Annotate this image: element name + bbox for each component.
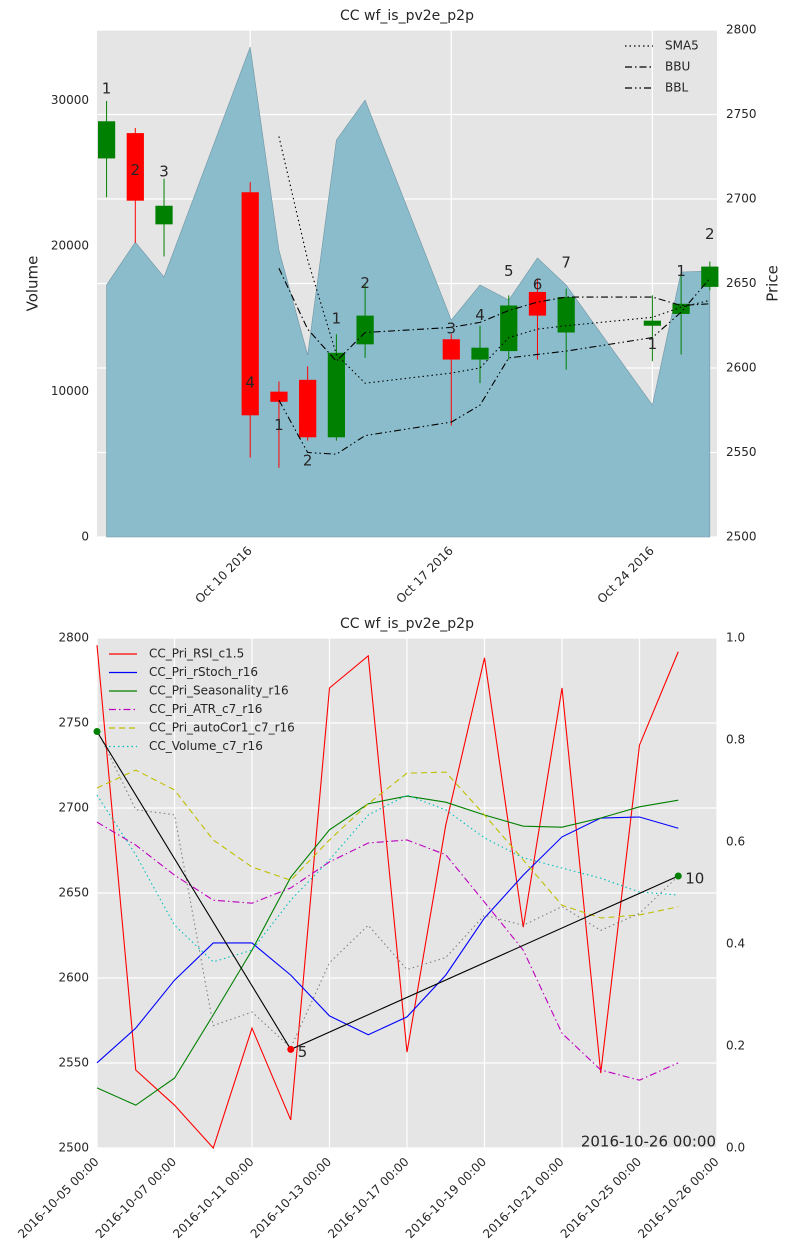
- candle-body: [299, 379, 317, 438]
- x-tick-label: 2016-10-07 00:00: [93, 1155, 179, 1241]
- chart-title: CC wf_is_pv2e_p2p: [340, 8, 474, 24]
- annotation: 1: [102, 80, 112, 98]
- x-tick-label: 2016-10-05 00:00: [15, 1155, 101, 1241]
- annotation: 2: [360, 274, 370, 292]
- series-line: [96, 795, 679, 1106]
- series-line: [278, 268, 710, 363]
- annotation: 6: [533, 276, 543, 294]
- point-marker: [93, 728, 101, 735]
- y2-tick-label: 0.6: [726, 835, 745, 849]
- x-tick-label: 2016-10-17 00:00: [325, 1155, 411, 1241]
- x-tick-label: Oct 24 2016: [595, 544, 657, 606]
- annotation: 2: [131, 161, 141, 179]
- y2-tick-label: 2750: [726, 107, 757, 121]
- candle-body: [701, 266, 719, 287]
- series-line: [96, 645, 679, 1150]
- legend-label: CC_Pri_autoCor1_c7_r16: [149, 721, 295, 735]
- annotation: 1: [648, 335, 658, 353]
- x-tick-label: 2016-10-26 00:00: [635, 1155, 721, 1241]
- legend-label: BBU: [665, 60, 690, 74]
- y-tick-label: 2600: [58, 971, 89, 985]
- y2-tick-label: 2550: [726, 445, 757, 459]
- candle-body: [471, 347, 489, 360]
- y2-tick-label: 2650: [726, 276, 757, 290]
- candle-body: [528, 291, 547, 316]
- series-line: [96, 821, 679, 1081]
- candle-body: [155, 205, 173, 225]
- chart-title: CC wf_is_pv2e_p2p: [340, 616, 474, 632]
- y-tick-label: 2500: [58, 1141, 89, 1155]
- candle-body: [500, 305, 518, 352]
- annotation: 2: [705, 225, 715, 243]
- y-tick-label: 2750: [58, 716, 89, 730]
- x-tick-label: Oct 10 2016: [192, 544, 254, 606]
- plot: [97, 29, 719, 538]
- annotation: 7: [561, 254, 571, 272]
- point-marker: [674, 872, 682, 880]
- candle-body: [126, 133, 144, 201]
- y2-tick-label: 1.0: [726, 631, 745, 645]
- legend-label: BBL: [665, 81, 688, 95]
- y2-tick-label: 2600: [726, 361, 757, 375]
- series-line: [96, 769, 679, 919]
- series-line: [96, 816, 679, 1064]
- legend-label: CC_Pri_ATR_c7_r16: [149, 702, 262, 716]
- candle-body: [557, 297, 575, 333]
- y-tick-label: 20000: [51, 239, 89, 253]
- candle-body: [643, 320, 661, 326]
- y2-axis-label: Price: [764, 265, 782, 302]
- annotation: 4: [475, 306, 485, 324]
- legend-label: SMA5: [665, 39, 699, 53]
- corner-text: 2016-10-26 00:00: [581, 1133, 716, 1151]
- legend-label: CC_Pri_Seasonality_r16: [149, 684, 289, 698]
- y-tick-label: 2800: [58, 631, 89, 645]
- candle-body: [356, 315, 374, 345]
- annotation: 3: [447, 320, 457, 338]
- candle-body: [241, 192, 259, 416]
- y-axis-label: Volume: [24, 256, 42, 312]
- x-tick-label: 2016-10-13 00:00: [248, 1155, 334, 1241]
- candle-body: [270, 391, 288, 402]
- candle-body: [442, 339, 460, 360]
- series-line: [96, 729, 679, 1049]
- annotation: 5: [504, 262, 514, 280]
- legend-label: CC_Pri_rStoch_r16: [149, 665, 258, 679]
- candle-body: [327, 352, 345, 438]
- x-tick-label: Oct 17 2016: [394, 544, 456, 606]
- y2-tick-label: 0.4: [726, 937, 745, 951]
- annotation: 4: [245, 374, 255, 392]
- annotation: 1: [274, 416, 284, 434]
- x-tick-label: 2016-10-21 00:00: [480, 1155, 566, 1241]
- y2-tick-label: 0.8: [726, 733, 745, 747]
- y2-tick-label: 0.2: [726, 1039, 745, 1053]
- annotation: 2: [303, 451, 313, 469]
- y2-tick-label: 2800: [726, 23, 757, 37]
- annotation: 1: [676, 262, 686, 280]
- x-tick-label: 2016-10-19 00:00: [403, 1155, 489, 1241]
- y2-tick-label: 0.0: [726, 1141, 745, 1155]
- y-tick-label: 2700: [58, 801, 89, 815]
- x-tick-label: 2016-10-11 00:00: [170, 1155, 256, 1241]
- legend-label: CC_Volume_c7_r16: [149, 739, 263, 753]
- annotation: 1: [332, 309, 342, 327]
- legend-label: CC_Pri_RSI_c1.5: [149, 647, 244, 661]
- y-tick-label: 0: [81, 530, 89, 544]
- series-line: [278, 278, 711, 455]
- annotation: 10: [685, 870, 704, 888]
- y2-tick-label: 2700: [726, 192, 757, 206]
- y-tick-label: 10000: [51, 384, 89, 398]
- annotation: 5: [298, 1043, 308, 1061]
- candle-body: [97, 121, 116, 159]
- annotation: 3: [159, 162, 169, 180]
- plot: [93, 637, 718, 1150]
- y-tick-label: 30000: [51, 93, 89, 107]
- point-marker: [287, 1045, 295, 1053]
- y2-tick-label: 2500: [726, 530, 757, 544]
- x-tick-label: 2016-10-25 00:00: [558, 1155, 644, 1241]
- series-line: [96, 794, 679, 963]
- candle-body: [672, 303, 690, 314]
- y-tick-label: 2550: [58, 1056, 89, 1070]
- y-tick-label: 2650: [58, 886, 89, 900]
